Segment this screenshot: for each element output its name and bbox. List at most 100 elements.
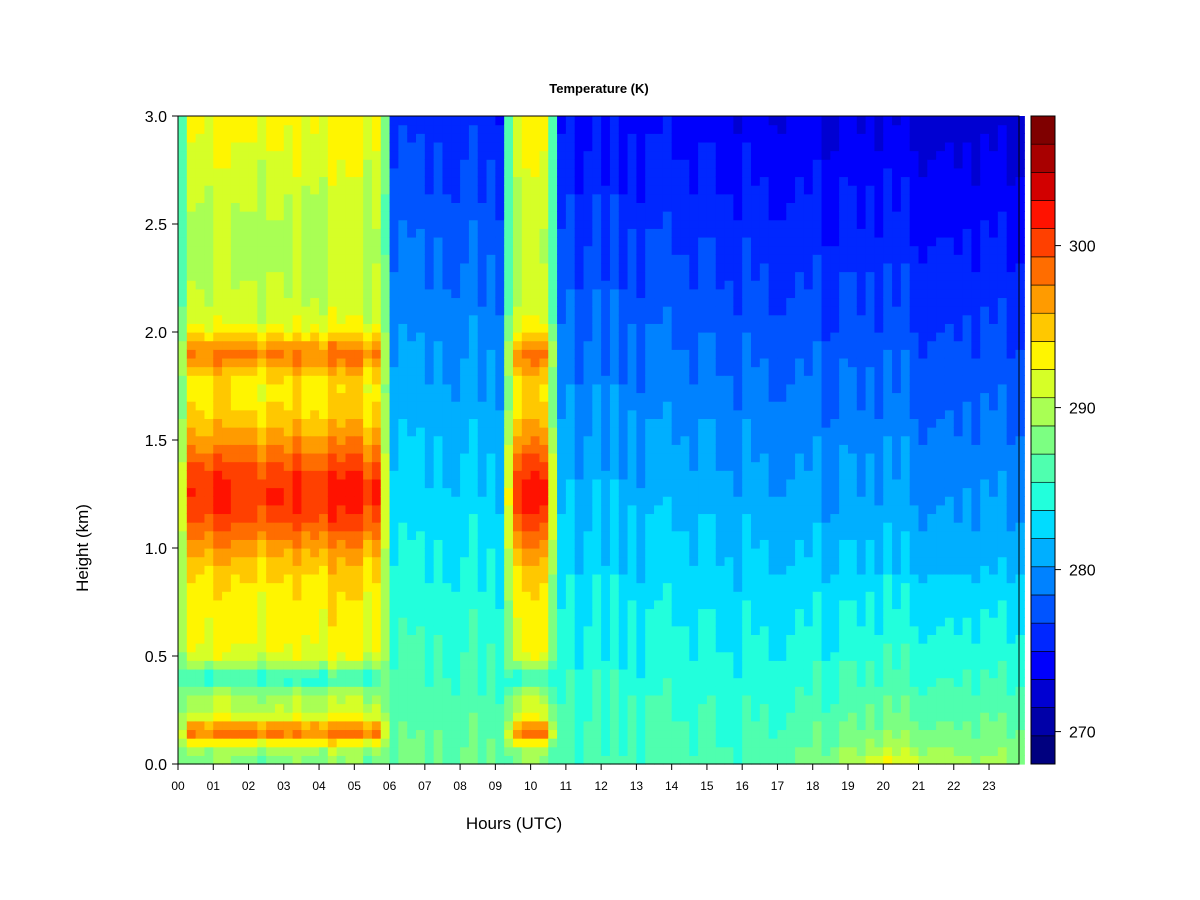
heatmap-cell	[680, 548, 690, 558]
heatmap-cell	[274, 254, 285, 264]
heatmap-cell	[645, 141, 655, 152]
heatmap-cell	[186, 297, 197, 307]
heatmap-cell	[380, 548, 391, 558]
heatmap-cell	[512, 712, 523, 722]
heatmap-cell	[618, 150, 629, 160]
heatmap-cell	[680, 392, 690, 402]
heatmap-cell	[195, 746, 206, 756]
heatmap-cell	[557, 712, 567, 722]
heatmap-cell	[380, 167, 391, 178]
heatmap-cell	[592, 651, 602, 661]
heatmap-cell	[468, 746, 479, 756]
heatmap-cell	[636, 504, 646, 515]
heatmap-cell	[230, 668, 241, 679]
heatmap-cell	[186, 452, 197, 463]
heatmap-cell	[451, 219, 461, 229]
heatmap-cell	[751, 159, 761, 169]
heatmap-cell	[530, 409, 541, 419]
heatmap-cell	[530, 651, 541, 661]
heatmap-cell	[645, 435, 655, 445]
heatmap-cell	[274, 288, 285, 299]
heatmap-cell	[407, 193, 417, 203]
heatmap-cell	[504, 392, 514, 402]
heatmap-cell	[627, 116, 638, 126]
heatmap-cell	[592, 185, 602, 195]
heatmap-cell	[433, 617, 444, 627]
heatmap-cell	[398, 729, 408, 739]
heatmap-cell	[310, 582, 320, 592]
heatmap-cell	[371, 720, 382, 731]
heatmap-cell	[460, 522, 470, 532]
heatmap-cell	[477, 755, 488, 765]
heatmap-cell	[486, 444, 496, 454]
heatmap-cell	[618, 418, 629, 428]
heatmap-cell	[371, 470, 382, 480]
heatmap-cell	[319, 591, 329, 601]
heatmap-cell	[698, 686, 708, 696]
heatmap-cell	[451, 314, 461, 324]
heatmap-cell	[195, 133, 206, 143]
heatmap-cell	[239, 392, 250, 402]
heatmap-cell	[557, 461, 567, 471]
heatmap-cell	[416, 185, 426, 195]
heatmap-cell	[645, 167, 655, 178]
heatmap-cell	[751, 729, 761, 739]
heatmap-cell	[178, 124, 188, 134]
heatmap-cell	[178, 686, 188, 696]
heatmap-cell	[380, 236, 391, 247]
heatmap-cell	[204, 530, 214, 540]
heatmap-cell	[751, 262, 761, 273]
heatmap-cell	[504, 418, 514, 428]
heatmap-cell	[239, 738, 250, 748]
heatmap-cell	[654, 478, 664, 489]
heatmap-cell	[274, 141, 285, 152]
heatmap-cell	[301, 167, 311, 178]
heatmap-cell	[654, 297, 664, 307]
heatmap-cell	[186, 392, 197, 402]
heatmap-cell	[689, 418, 699, 428]
heatmap-cell	[724, 409, 734, 419]
heatmap-cell	[433, 435, 444, 445]
heatmap-cell	[689, 530, 699, 540]
heatmap-cell	[213, 478, 223, 489]
heatmap-cell	[274, 548, 285, 558]
heatmap-cell	[363, 599, 373, 610]
heatmap-cell	[698, 573, 708, 584]
heatmap-cell	[195, 755, 206, 765]
heatmap-cell	[574, 193, 585, 203]
heatmap-cell	[407, 124, 417, 134]
heatmap-cell	[636, 401, 646, 411]
heatmap-cell	[442, 280, 452, 290]
heatmap-cell	[354, 470, 364, 480]
heatmap-cell	[486, 254, 496, 264]
heatmap-cell	[662, 375, 673, 385]
heatmap-cell	[230, 401, 241, 411]
heatmap-cell	[371, 738, 382, 748]
heatmap-cell	[583, 323, 593, 333]
heatmap-cell	[380, 513, 391, 523]
heatmap-cell	[468, 539, 479, 549]
heatmap-cell	[486, 297, 496, 307]
heatmap-cell	[627, 643, 638, 653]
heatmap-cell	[389, 452, 399, 463]
heatmap-cell	[239, 703, 250, 713]
heatmap-cell	[239, 746, 250, 756]
heatmap-cell	[442, 297, 452, 307]
heatmap-cell	[530, 383, 541, 394]
heatmap-cell	[257, 668, 267, 679]
heatmap-cell	[301, 729, 311, 739]
heatmap-cell	[301, 556, 311, 566]
heatmap-cell	[486, 314, 496, 324]
heatmap-cell	[239, 651, 250, 661]
heatmap-cell	[433, 677, 444, 687]
heatmap-cell	[195, 686, 206, 696]
heatmap-cell	[354, 651, 364, 661]
heatmap-cell	[583, 694, 593, 705]
heatmap-cell	[477, 470, 488, 480]
heatmap-cell	[680, 668, 690, 679]
heatmap-cell	[530, 349, 541, 359]
heatmap-cell	[759, 677, 770, 687]
heatmap-cell	[389, 202, 399, 212]
heatmap-cell	[751, 755, 761, 765]
heatmap-cell	[724, 236, 734, 247]
